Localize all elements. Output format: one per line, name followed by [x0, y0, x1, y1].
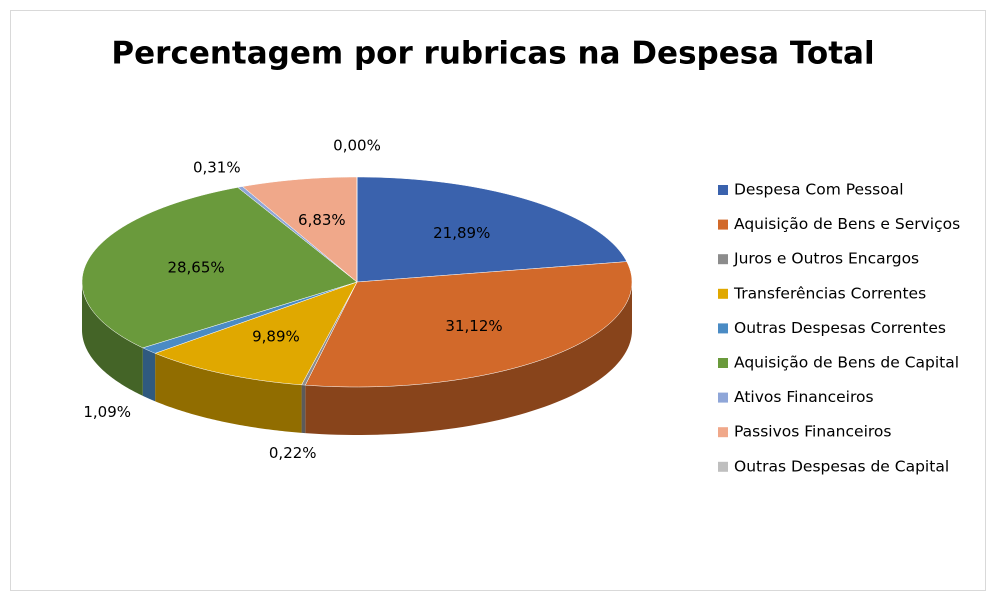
legend-swatch	[718, 427, 728, 438]
slice-side	[305, 282, 632, 435]
legend-swatch	[718, 392, 728, 403]
legend-swatch	[718, 461, 728, 472]
data-label: 31,12%	[445, 317, 502, 335]
slice	[142, 281, 358, 354]
legend-label: Aquisição de Bens e Serviços	[734, 215, 960, 233]
data-label: 0,31%	[193, 158, 241, 176]
legend-label: Ativos Financeiros	[734, 388, 874, 406]
legend-label: Juros e Outros Encargos	[733, 250, 919, 268]
legend-swatch	[718, 323, 728, 334]
data-label: 28,65%	[167, 259, 224, 277]
slice-side	[142, 347, 156, 402]
legend-swatch	[718, 254, 728, 265]
slice	[356, 176, 628, 283]
chart-title: Percentagem por rubricas na Despesa Tota…	[111, 36, 874, 72]
data-label: 0,22%	[269, 444, 317, 462]
slice-side	[155, 353, 302, 433]
legend-label: Transferências Correntes	[733, 284, 926, 302]
data-label: 9,89%	[252, 327, 300, 345]
legend-label: Outras Despesas Correntes	[734, 319, 946, 337]
slice-side	[82, 282, 143, 396]
slice	[304, 261, 633, 388]
data-label: 1,09%	[83, 403, 131, 421]
legend-label: Aquisição de Bens de Capital	[734, 354, 959, 372]
slice-side	[301, 384, 306, 434]
slice	[154, 281, 358, 386]
legend-swatch	[718, 219, 728, 230]
slice	[237, 186, 358, 283]
legend-swatch	[718, 288, 728, 299]
legend-swatch	[718, 358, 728, 368]
legend-label: Outras Despesas de Capital	[734, 457, 949, 475]
data-label: 6,83%	[298, 211, 346, 229]
data-label: 0,00%	[333, 137, 381, 155]
data-label: 21,89%	[433, 224, 490, 242]
legend-swatch	[718, 185, 728, 195]
legend-label: Passivos Financeiros	[734, 423, 891, 441]
slice	[241, 176, 358, 283]
legend-label: Despesa Com Pessoal	[734, 181, 904, 199]
